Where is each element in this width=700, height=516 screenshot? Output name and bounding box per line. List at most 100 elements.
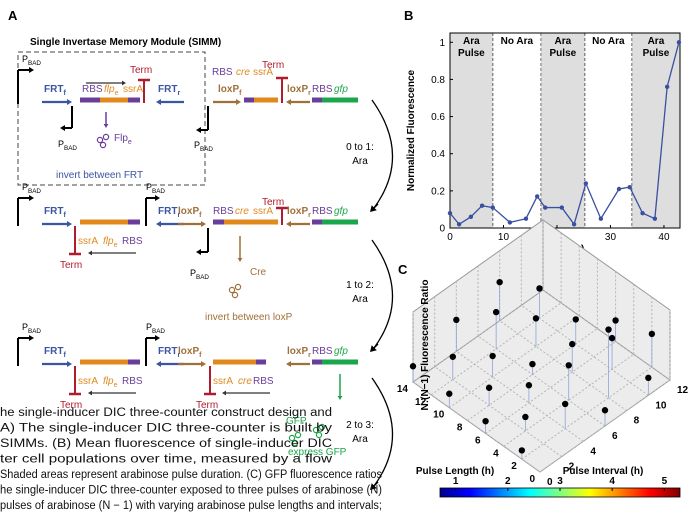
x-tick-label: 8: [634, 416, 640, 427]
label: Term: [60, 260, 82, 271]
x-tick-label: 10: [655, 400, 667, 411]
label: express GFP: [288, 447, 347, 458]
label-main: P: [190, 268, 196, 278]
arrow-head: [370, 345, 377, 352]
label: gfp: [334, 346, 348, 357]
transition-label: Ara: [352, 156, 368, 167]
label-main: FRT: [44, 206, 63, 217]
gene-bar: [213, 219, 224, 225]
gene-bar: [80, 97, 100, 103]
label-sub: f: [63, 212, 66, 219]
grid-line: [456, 350, 584, 442]
label: FRTf: [44, 206, 66, 219]
label-sub: BAD: [64, 145, 77, 152]
arrow-head: [29, 195, 34, 201]
arrow-head: [156, 361, 161, 367]
arrow-head: [196, 127, 201, 133]
data-point: [572, 316, 579, 323]
label: flpe: [103, 376, 118, 389]
label-sub: f: [63, 352, 66, 359]
plot-frame: [449, 32, 681, 229]
arrow-head: [156, 99, 161, 105]
arrow-head: [155, 195, 160, 201]
gene-bar: [224, 219, 278, 225]
data-point: [522, 413, 529, 421]
label: flpe: [104, 84, 119, 97]
panel-label: A: [8, 8, 18, 23]
data-point: [598, 216, 604, 221]
label: loxPf: [218, 84, 242, 97]
label-sub: r: [308, 352, 311, 359]
label: Term: [196, 400, 218, 411]
label: PBAD: [146, 182, 165, 195]
grid-line: [434, 366, 562, 458]
label: loxPr: [287, 206, 311, 219]
data-point: [571, 222, 577, 227]
data-point: [489, 352, 496, 360]
region-label: Pulse: [458, 48, 485, 59]
protein-icon: [99, 141, 107, 149]
label-sub: e: [114, 242, 118, 249]
data-point: [507, 220, 513, 225]
label-main: loxP: [287, 346, 308, 357]
label-main: P: [22, 54, 28, 64]
label: invert between loxP: [205, 312, 293, 323]
gene-bar: [322, 97, 358, 103]
gene-bar: [80, 219, 128, 225]
protein-icon: [315, 431, 323, 439]
gene-bar: [100, 97, 128, 103]
label-main: FRT: [158, 206, 177, 217]
label: loxPf: [178, 346, 202, 359]
label-main: loxP: [287, 206, 308, 217]
y-axis-label: Pulse Length (h): [416, 466, 494, 477]
z-axis-label: N:(N−1) Fluorescence Ratio: [420, 280, 431, 411]
arrow-shaft: [373, 203, 379, 209]
label: RBS: [213, 206, 234, 217]
y-tick-label: 4: [493, 448, 499, 459]
y-tick-label: 6: [475, 435, 481, 446]
label: GFP: [286, 416, 307, 427]
arrow-head: [370, 483, 377, 490]
data-point: [479, 203, 485, 208]
transition-label: 1 to 2:: [346, 280, 374, 291]
arrow-shaft: [373, 343, 379, 349]
data-point: [482, 417, 489, 425]
transition-label: 2 to 3:: [346, 420, 374, 431]
data-point: [525, 382, 533, 389]
region-label: Pulse: [643, 48, 670, 59]
grid-line: [477, 335, 606, 427]
label-main: FRT: [44, 84, 63, 95]
y-tick-label: 0.6: [431, 112, 445, 123]
label-main: P: [146, 182, 152, 192]
caption-line: SIMMs. (B) Mean fluorescence of single-i…: [0, 438, 332, 450]
arrow-head: [67, 221, 72, 227]
data-point: [608, 334, 616, 342]
x-tick-label: 0: [547, 477, 553, 488]
label: FRTr: [158, 206, 180, 219]
label-sub: e: [128, 139, 132, 146]
transition-curve: [371, 239, 394, 349]
label-main: loxP: [218, 84, 239, 95]
colorbar-tick-label: 4: [609, 476, 615, 487]
region-label: No Ara: [592, 36, 625, 47]
label: FRTr: [158, 346, 180, 359]
x-tick-label: 12: [677, 385, 689, 396]
arrow-head: [103, 124, 109, 128]
label: Term: [262, 60, 284, 71]
protein-icon: [228, 286, 236, 294]
colorbar-tick-label: 5: [662, 476, 668, 487]
label: PBAD: [22, 182, 41, 195]
label-main: loxP: [287, 84, 308, 95]
x-tick-label: 0: [447, 232, 453, 243]
label: loxPf: [178, 206, 202, 219]
grid-line: [521, 304, 649, 396]
data-point: [561, 400, 569, 408]
label-sub: f: [199, 212, 202, 219]
ara-region: [450, 33, 493, 228]
data-point: [453, 316, 460, 324]
y-tick-label: 0.4: [431, 149, 445, 160]
arrow-head: [201, 361, 206, 367]
y-tick-label: 2: [511, 461, 517, 472]
label-sub: e: [115, 90, 119, 97]
label: ssrA: [78, 376, 98, 387]
